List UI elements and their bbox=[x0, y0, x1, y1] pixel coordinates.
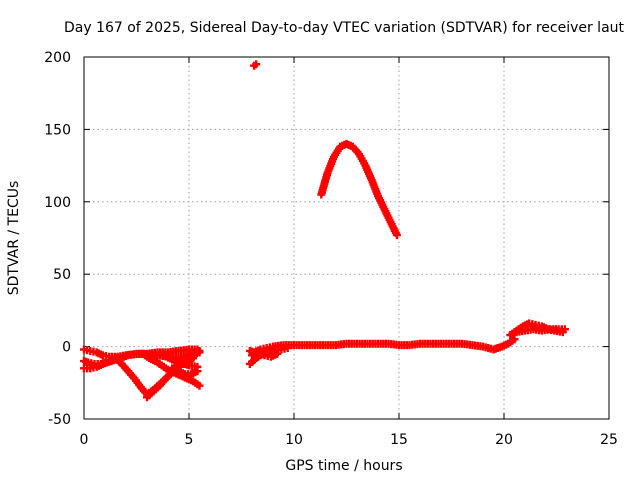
x-axis-label: GPS time / hours bbox=[285, 458, 402, 474]
data-point bbox=[510, 335, 519, 344]
x-tick-label: 15 bbox=[390, 432, 408, 448]
data-point bbox=[283, 344, 292, 353]
y-tick-label: 50 bbox=[53, 267, 71, 283]
series-sat-c bbox=[80, 357, 109, 368]
y-tick-label: -50 bbox=[48, 412, 71, 428]
data-point bbox=[195, 381, 204, 390]
x-tick-label: 10 bbox=[285, 432, 303, 448]
series-sat-i bbox=[245, 335, 519, 357]
x-tick-label: 20 bbox=[495, 432, 513, 448]
data-point bbox=[252, 60, 261, 69]
y-tick-label: 200 bbox=[44, 50, 71, 66]
series-sat-h bbox=[159, 351, 202, 371]
data-point bbox=[195, 346, 204, 355]
grid bbox=[84, 57, 609, 419]
y-tick-label: 0 bbox=[62, 340, 71, 356]
data-point bbox=[392, 231, 401, 240]
y-tick-label: 150 bbox=[44, 122, 71, 138]
y-tick-label: 100 bbox=[44, 195, 71, 211]
series-sat-g bbox=[168, 364, 202, 379]
data-point bbox=[193, 362, 202, 371]
series-sat-n bbox=[317, 139, 401, 240]
series-sat-m bbox=[512, 325, 569, 337]
x-tick-label: 25 bbox=[600, 432, 618, 448]
axis-ticks: 0 5 10 15 20 25 -50 0 50 100 150 200 bbox=[44, 50, 618, 448]
series-sat-k bbox=[248, 348, 282, 361]
data-point bbox=[560, 325, 569, 334]
x-tick-label: 0 bbox=[80, 432, 89, 448]
data-point bbox=[101, 358, 109, 367]
chart-title: Day 167 of 2025, Sidereal Day-to-day VTE… bbox=[64, 20, 625, 36]
data-point bbox=[273, 349, 282, 358]
data-points bbox=[80, 60, 569, 402]
series-sat-o bbox=[250, 60, 261, 70]
y-axis-label: SDTVAR / TECUs bbox=[6, 181, 22, 296]
x-tick-label: 5 bbox=[185, 432, 194, 448]
plot-frame bbox=[83, 56, 610, 420]
